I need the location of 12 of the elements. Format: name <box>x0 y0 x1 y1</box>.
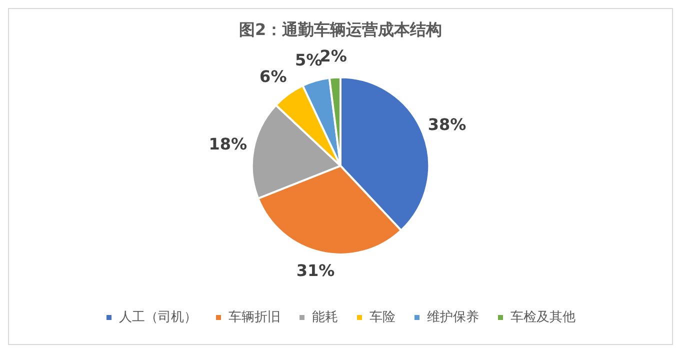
data-label: 5% <box>294 50 322 70</box>
data-label: 38% <box>428 114 466 134</box>
legend-label: 车辆折旧 <box>228 310 280 325</box>
chart-title: 图2：通勤车辆运营成本结构 <box>238 20 442 39</box>
legend-label: 能耗 <box>312 310 338 325</box>
data-label: 6% <box>260 67 287 86</box>
data-label: 31% <box>296 260 335 280</box>
legend-label: 车检及其他 <box>510 310 576 325</box>
legend-label: 人工（司机） <box>119 310 197 325</box>
legend-label: 车险 <box>370 310 396 325</box>
legend-label: 维护保养 <box>427 308 479 325</box>
data-label: 18% <box>208 134 248 154</box>
